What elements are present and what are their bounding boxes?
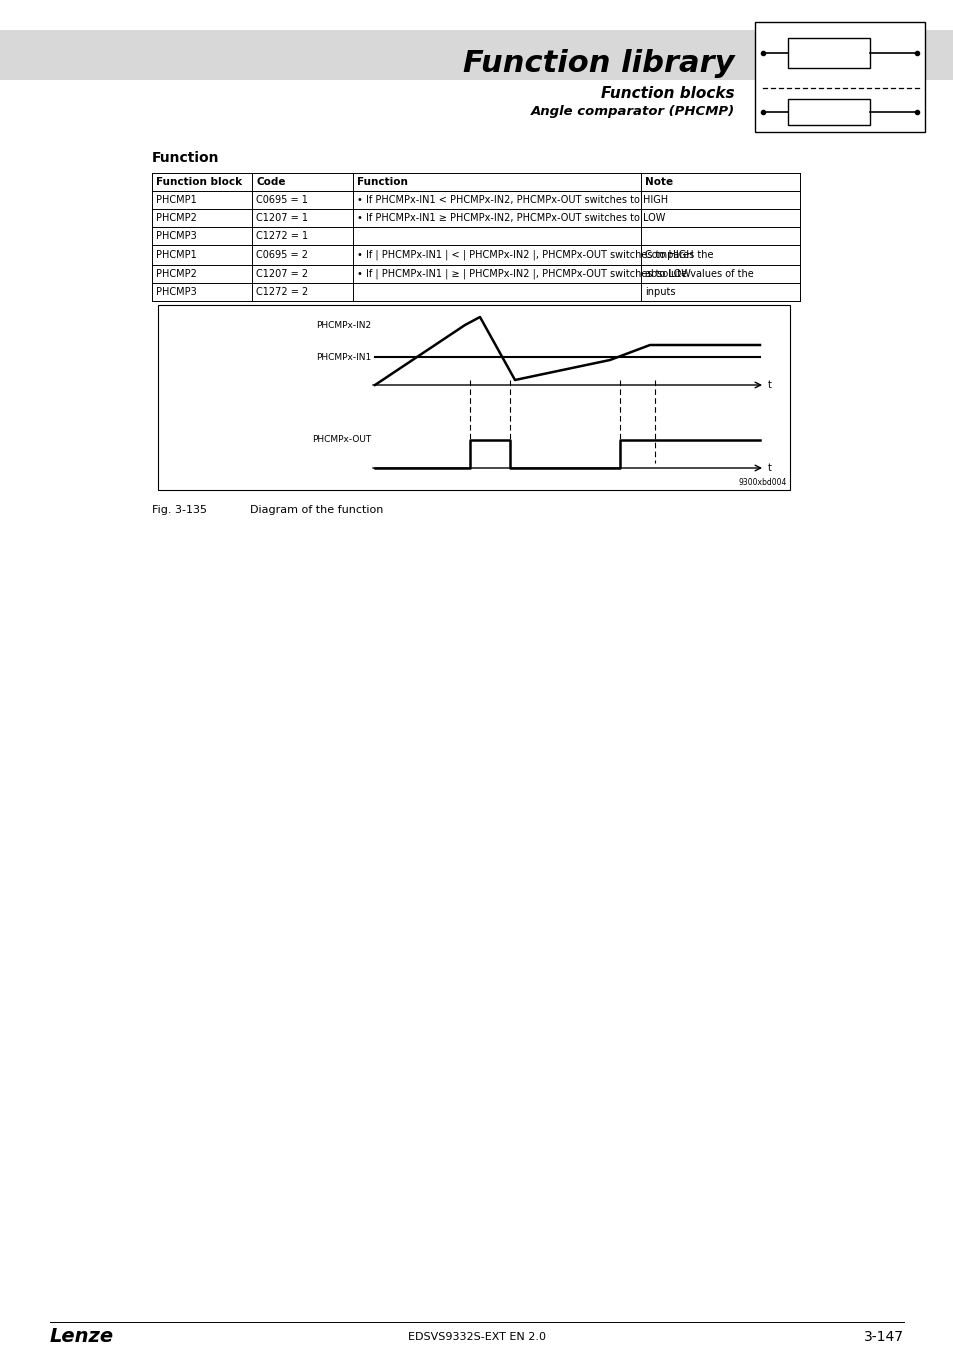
Text: PHCMP2: PHCMP2: [156, 269, 196, 279]
Text: PHCMP2: PHCMP2: [156, 213, 196, 223]
Text: Code: Code: [256, 177, 286, 188]
Text: PHCMP1: PHCMP1: [156, 194, 196, 205]
Text: C1207 = 2: C1207 = 2: [256, 269, 308, 279]
Text: Function: Function: [356, 177, 407, 188]
Text: C0695 = 2: C0695 = 2: [256, 250, 308, 261]
Text: t: t: [767, 463, 771, 472]
Text: C0695 = 1: C0695 = 1: [256, 194, 308, 205]
Text: Diagram of the function: Diagram of the function: [250, 505, 383, 514]
Text: PHCMP3: PHCMP3: [156, 231, 196, 242]
Bar: [754, 22, 924, 132]
Text: inputs: inputs: [644, 288, 675, 297]
Text: 9300xbd004: 9300xbd004: [738, 478, 786, 487]
Text: t: t: [767, 379, 771, 390]
Text: absolute values of the: absolute values of the: [644, 269, 753, 279]
Text: PHCMPx-OUT: PHCMPx-OUT: [312, 436, 371, 444]
Bar: [0, 30, 953, 80]
Text: Compares the: Compares the: [644, 250, 713, 261]
Text: C1272 = 2: C1272 = 2: [256, 288, 309, 297]
Text: C1207 = 1: C1207 = 1: [256, 213, 308, 223]
Text: EDSVS9332S-EXT EN 2.0: EDSVS9332S-EXT EN 2.0: [408, 1332, 545, 1342]
Bar: [787, 99, 869, 126]
Text: Note: Note: [644, 177, 673, 188]
Text: Function library: Function library: [463, 49, 734, 77]
Text: PHCMP3: PHCMP3: [156, 288, 196, 297]
Bar: [158, 305, 789, 490]
Text: Function: Function: [152, 151, 219, 165]
Text: PHCMP1: PHCMP1: [156, 250, 196, 261]
Text: • If PHCMPx-IN1 < PHCMPx-IN2, PHCMPx-OUT switches to HIGH: • If PHCMPx-IN1 < PHCMPx-IN2, PHCMPx-OUT…: [356, 194, 667, 205]
Text: • If | PHCMPx-IN1 | < | PHCMPx-IN2 |, PHCMPx-OUT switches to HIGH: • If | PHCMPx-IN1 | < | PHCMPx-IN2 |, PH…: [356, 250, 693, 261]
Text: Function block: Function block: [156, 177, 242, 188]
Text: Angle comparator (PHCMP): Angle comparator (PHCMP): [530, 105, 734, 119]
Text: • If | PHCMPx-IN1 | ≥ | PHCMPx-IN2 |, PHCMPx-OUT switches to LOW: • If | PHCMPx-IN1 | ≥ | PHCMPx-IN2 |, PH…: [356, 269, 690, 279]
Text: Fig. 3-135: Fig. 3-135: [152, 505, 207, 514]
Bar: [787, 38, 869, 68]
Text: C1272 = 1: C1272 = 1: [256, 231, 308, 242]
Text: 3-147: 3-147: [863, 1330, 903, 1345]
Text: Function blocks: Function blocks: [600, 85, 734, 100]
Text: PHCMPx-IN2: PHCMPx-IN2: [315, 320, 371, 329]
Text: PHCMPx-IN1: PHCMPx-IN1: [315, 352, 371, 362]
Text: Lenze: Lenze: [50, 1327, 114, 1346]
Text: • If PHCMPx-IN1 ≥ PHCMPx-IN2, PHCMPx-OUT switches to LOW: • If PHCMPx-IN1 ≥ PHCMPx-IN2, PHCMPx-OUT…: [356, 213, 664, 223]
